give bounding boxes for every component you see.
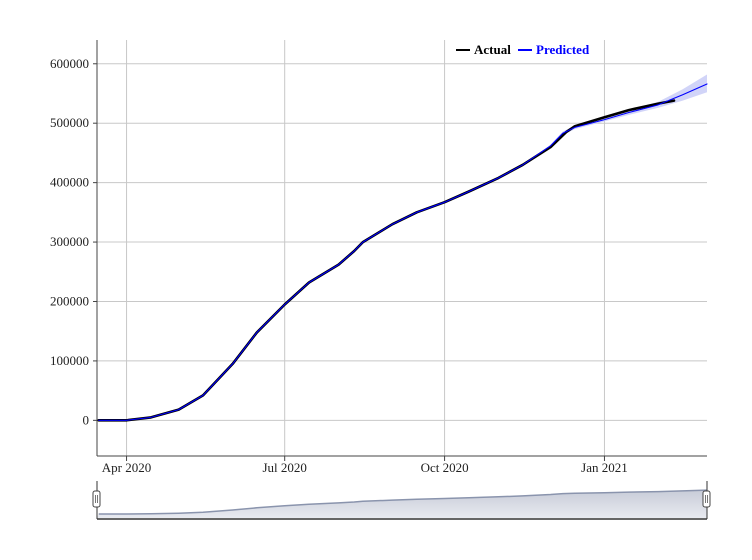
y-tick-label: 0 <box>83 412 90 427</box>
range-selector-left-handle[interactable] <box>92 490 101 508</box>
series-line-predicted <box>98 83 708 421</box>
x-tick-label: Jul 2020 <box>262 460 306 475</box>
prediction-band-layer <box>98 74 707 421</box>
x-tick-label: Jan 2021 <box>581 460 628 475</box>
y-tick-label: 500000 <box>50 115 89 130</box>
range-selector-overview-line <box>98 489 708 515</box>
y-tick-label: 200000 <box>50 293 89 308</box>
y-tick-label: 400000 <box>50 175 89 190</box>
range-selector-right-handle[interactable] <box>702 490 711 508</box>
x-tick-label: Apr 2020 <box>102 460 151 475</box>
prediction-interval-band <box>98 74 707 421</box>
y-tick-labels: 0 100000 200000 300000 400000 500000 600000 <box>50 56 89 428</box>
range-selector[interactable] <box>92 481 711 520</box>
y-tick-label: 100000 <box>50 353 89 368</box>
legend: Actual Predicted <box>456 42 590 57</box>
series-lines-layer <box>97 83 708 422</box>
axes <box>93 40 707 461</box>
y-tick-label: 300000 <box>50 234 89 249</box>
legend-actual-label: Actual <box>474 42 511 57</box>
grid-lines <box>97 40 707 456</box>
y-tick-label: 600000 <box>50 56 89 71</box>
range-selector-overview-area <box>97 490 707 518</box>
x-tick-label: Oct 2020 <box>421 460 469 475</box>
x-tick-labels: Apr 2020 Jul 2020 Oct 2020 Jan 2021 <box>102 460 628 475</box>
series-line-actual <box>97 99 676 422</box>
plot-area[interactable] <box>97 40 708 456</box>
legend-predicted-label: Predicted <box>536 42 590 57</box>
